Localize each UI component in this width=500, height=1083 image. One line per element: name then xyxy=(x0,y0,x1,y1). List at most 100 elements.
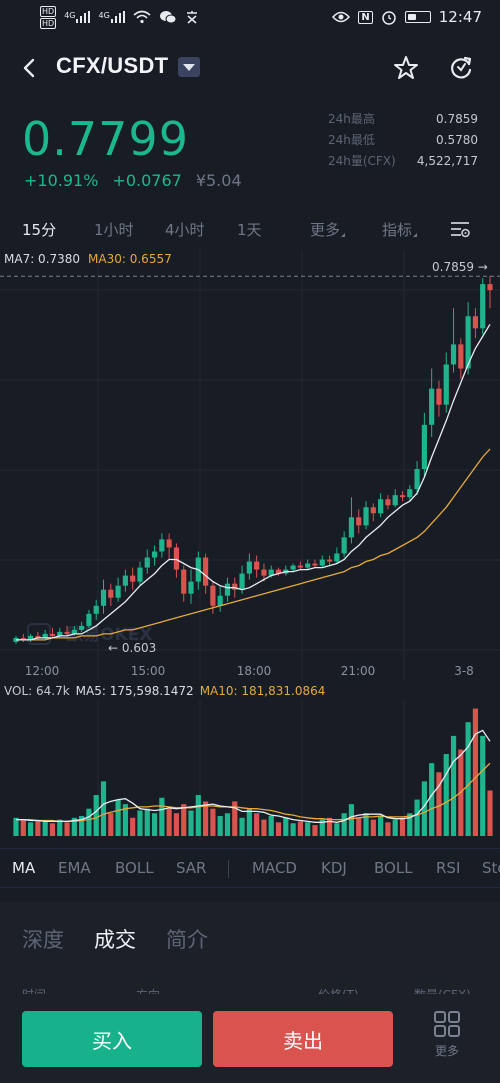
volume-bar xyxy=(246,808,252,836)
interval-tab-1d[interactable]: 1天 xyxy=(237,221,262,239)
candle-body xyxy=(290,565,296,570)
candle-body xyxy=(261,569,267,576)
candle-body xyxy=(203,557,209,586)
buy-button[interactable]: 买入 xyxy=(22,1011,202,1067)
candle-body xyxy=(166,539,172,548)
candle-body xyxy=(42,633,48,638)
indicator-kdj[interactable]: KDJ xyxy=(321,859,347,877)
refresh-icon[interactable] xyxy=(447,54,475,82)
volume-bar xyxy=(399,817,406,836)
stat-label: 24h最高 xyxy=(328,112,375,126)
volume-bar xyxy=(20,819,26,836)
volume-bar xyxy=(312,825,318,836)
candle-body xyxy=(458,344,464,369)
volume-bar xyxy=(57,819,63,836)
signal-icon-1: 4G xyxy=(64,11,91,23)
candle-body xyxy=(334,553,340,562)
ma30-label: MA30: 0.6557 xyxy=(88,252,172,266)
indicator-rsi[interactable]: RSI xyxy=(436,859,461,877)
candle-body xyxy=(392,495,398,506)
volume-bar xyxy=(42,821,48,836)
candle-body xyxy=(472,316,479,329)
tab-trades[interactable]: 成交 xyxy=(94,928,136,952)
volume-legend: VOL: 64.7k MA5: 175,598.1472 MA10: 181,8… xyxy=(4,684,325,698)
header: CFX/USDT xyxy=(0,44,500,92)
volume-bar xyxy=(64,822,70,836)
tab-intro[interactable]: 简介 xyxy=(166,928,208,952)
candle-body xyxy=(224,583,231,596)
candle-body xyxy=(210,585,216,606)
low-price-label: ← 0.603 xyxy=(108,641,156,655)
more-label: 更多 xyxy=(310,221,341,239)
candle-body xyxy=(421,424,427,470)
favorite-star-icon[interactable] xyxy=(392,54,420,82)
candle-body xyxy=(246,561,252,574)
candle-body xyxy=(217,595,223,606)
candle-body xyxy=(414,469,420,490)
candle-body xyxy=(181,569,187,594)
ma7-line xyxy=(16,323,491,641)
indicator-sar[interactable]: SAR xyxy=(176,859,207,877)
candle-body xyxy=(130,575,136,582)
status-right: N 12:47 xyxy=(332,8,482,26)
indicator-boll[interactable]: BOLL xyxy=(115,859,154,877)
more-label: 更多 xyxy=(434,1044,459,1058)
tab-depth[interactable]: 深度 xyxy=(22,928,64,952)
candle-body xyxy=(312,563,318,566)
wechat-icon xyxy=(159,11,177,24)
candle-body xyxy=(275,569,282,574)
grid-icon xyxy=(434,1011,460,1037)
candle-body xyxy=(319,559,325,566)
candle-body xyxy=(450,344,457,365)
x-tick-label: 12:00 xyxy=(25,664,60,678)
candle-body xyxy=(436,388,442,405)
volume-bar xyxy=(370,819,376,836)
hd-badges: HD HD xyxy=(40,5,57,29)
sell-button[interactable]: 卖出 xyxy=(213,1011,393,1067)
indicator-boll-sub[interactable]: BOLL xyxy=(374,859,413,877)
chart-settings-icon[interactable] xyxy=(449,218,471,240)
volume-bar xyxy=(472,708,479,836)
candle-body xyxy=(13,637,19,642)
wifi-icon xyxy=(133,10,151,24)
x-tick-label: 3-8 xyxy=(454,664,474,678)
candle-body xyxy=(144,557,150,568)
interval-tabs: 15分 1小时 4小时 1天 更多 指标 xyxy=(0,214,500,244)
volume-bar xyxy=(151,813,158,836)
candle-body xyxy=(297,565,303,568)
indicator-macd[interactable]: MACD xyxy=(252,859,297,877)
indicator-sto[interactable]: Sto xyxy=(482,859,500,877)
volume-bar xyxy=(203,801,209,836)
volume-bar xyxy=(86,808,92,836)
signal-label-2: 4G xyxy=(98,11,110,20)
pair-dropdown-icon[interactable] xyxy=(178,57,200,77)
interval-tab-4h[interactable]: 4小时 xyxy=(165,221,205,239)
more-button[interactable]: 更多 xyxy=(420,1010,474,1070)
back-icon[interactable] xyxy=(18,55,44,81)
indicator-ma[interactable]: MA xyxy=(12,859,36,877)
candle-body xyxy=(356,517,362,526)
volume-bar xyxy=(356,817,362,836)
interval-tab-more[interactable]: 更多 xyxy=(310,219,345,240)
indicator-tab[interactable]: 指标 xyxy=(382,219,417,240)
volume-bar xyxy=(210,808,216,836)
candle-body xyxy=(254,561,260,570)
signal-icon-2: 4G xyxy=(98,11,125,23)
eye-icon xyxy=(332,11,351,23)
candle-body xyxy=(27,635,34,640)
indicator-ema[interactable]: EMA xyxy=(58,859,91,877)
volume-bar xyxy=(297,821,303,836)
price-cny: ¥5.04 xyxy=(195,171,242,190)
volume-bar xyxy=(392,819,398,836)
interval-tab-1h[interactable]: 1小时 xyxy=(94,221,134,239)
volume-bar xyxy=(421,781,427,836)
candle-body xyxy=(370,507,376,514)
pair-title[interactable]: CFX/USDT xyxy=(56,53,169,78)
candle-body xyxy=(407,489,413,498)
interval-tab-15m[interactable]: 15分 xyxy=(22,221,57,239)
volume-bar xyxy=(93,795,99,836)
volume-chart[interactable] xyxy=(0,700,500,840)
ma30-line xyxy=(16,448,491,641)
volume-bar xyxy=(27,822,34,836)
